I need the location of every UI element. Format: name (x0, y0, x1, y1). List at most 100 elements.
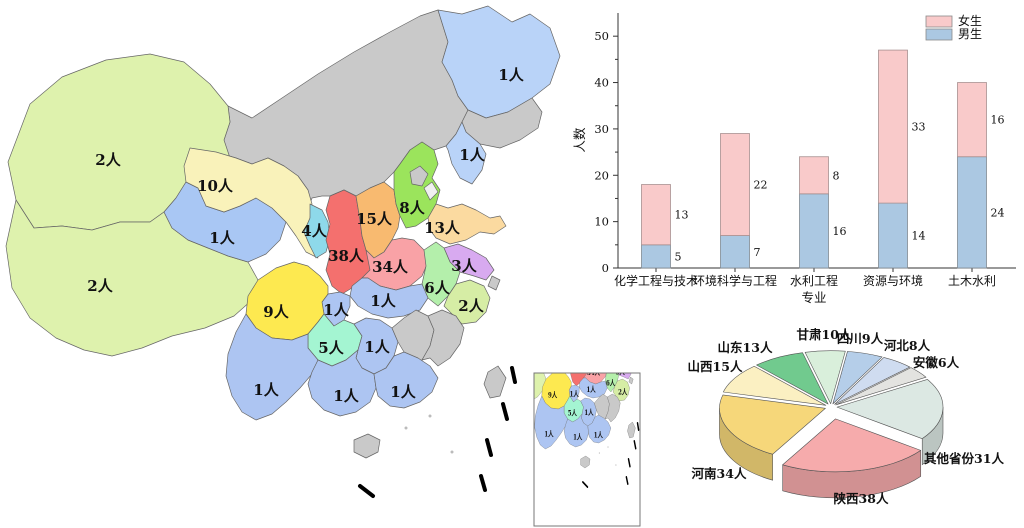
province-liaoning (445, 121, 487, 185)
bar-category-label-4: 土木水利 (948, 274, 996, 288)
bar-ytick-label: 0 (602, 261, 609, 275)
legend-label-男生: 男生 (958, 27, 982, 41)
bar-category-label-0: 化学工程与技术 (614, 273, 698, 288)
bar-value-label-female: 13 (675, 209, 689, 222)
province-guangxi (307, 349, 377, 417)
pie-label-qita: 其他省份31人 (924, 451, 1004, 466)
pie-label-hebei: 河北8人 (884, 338, 931, 353)
legend-label-女生: 女生 (958, 13, 982, 28)
map-count-label-heilongjiang: 1人 (498, 66, 524, 84)
map-count-label-jiangsu: 3人 (451, 257, 477, 275)
province-zhejiang (443, 279, 491, 325)
pie-label-shanxi: 山西15人 (688, 359, 743, 374)
bar-ytick-label: 50 (594, 29, 609, 43)
province-taiwan (483, 365, 507, 399)
bar-male-2 (799, 193, 829, 269)
map-shapes (5, 5, 561, 498)
pie-slice-shanxi (722, 365, 827, 406)
map-count-label-xinjiang: 2人 (95, 151, 121, 169)
map-count-label-zhejiang: 2人 (458, 297, 484, 315)
bar-male-3 (878, 202, 908, 269)
map-count-label-qinghai: 1人 (209, 229, 235, 247)
bar-ytick-label: 20 (594, 168, 609, 182)
bar-female-4 (957, 82, 987, 158)
map-count-label-shaanxi: 38人 (328, 247, 365, 265)
province-beijing (409, 165, 429, 187)
province-tianjin (423, 181, 439, 201)
province-hubei (349, 277, 429, 319)
bar-male-0 (641, 244, 671, 269)
map-count-label-hebei: 8人 (399, 199, 425, 217)
map-count-label-guangxi: 1人 (333, 387, 359, 405)
map-count-label-yunnan: 1人 (253, 381, 279, 399)
pie-slice-shandong (756, 352, 829, 405)
map-count-label-hunan: 1人 (364, 338, 390, 356)
bar-category-label-3: 资源与环境 (863, 273, 923, 288)
pie-label-shandong: 山东13人 (718, 340, 773, 355)
bar-female-1 (720, 133, 750, 236)
pie-slice-henan (719, 394, 826, 455)
bar-value-label-female: 33 (912, 121, 926, 134)
bar-male-1 (720, 235, 750, 269)
bar-value-label-male: 16 (833, 225, 847, 238)
bar-xlabel: 专业 (801, 290, 826, 305)
map-count-label-sichuan: 9人 (263, 303, 289, 321)
small-islands (404, 414, 454, 454)
south-china-sea-inset (533, 372, 641, 527)
province-gansu (183, 147, 319, 259)
bar-ytick-label: 30 (594, 122, 609, 136)
bar-category-label-2: 水利工程 (790, 273, 838, 288)
map-count-label-liaoning: 1人 (459, 146, 485, 164)
bar-female-3 (878, 49, 908, 204)
pie-label-henan: 河南34人 (692, 466, 747, 481)
bar-female-0 (641, 184, 671, 246)
pie-label-anhui: 安徽6人 (913, 355, 960, 370)
pie-slice-qita (836, 379, 944, 439)
map-count-label-xizang: 2人 (87, 277, 113, 295)
map-count-label-anhui: 6人 (424, 279, 450, 297)
bar-value-label-male: 7 (754, 246, 761, 259)
legend-swatch-男生 (925, 28, 953, 41)
province-shanghai (487, 275, 501, 291)
inset-border (533, 372, 641, 527)
pie-label-sichuan: 四川9人 (837, 331, 884, 346)
pie-slice-gansu (804, 350, 846, 405)
province-guangdong (373, 351, 439, 409)
pie-slice-anhui (835, 367, 927, 406)
bar-value-label-male: 24 (991, 206, 1005, 219)
province-fujian (421, 309, 465, 367)
province-hainan (353, 433, 381, 459)
bar-ylabel: 人数 (572, 127, 587, 153)
map-count-label-hubei: 1人 (370, 292, 396, 310)
map-count-label-guizhou: 5人 (318, 339, 344, 357)
pie-label-gansu: 甘肃10人 (797, 327, 852, 342)
map-count-label-shanxi: 15人 (356, 210, 393, 228)
pie-label-shaanxi: 陕西38人 (834, 491, 889, 506)
bar-value-label-female: 8 (833, 169, 840, 182)
pie-slice-hebei (834, 357, 911, 405)
bar-category-label-1: 环境科学与工程 (693, 273, 777, 288)
province-shandong (427, 203, 507, 245)
map-count-label-chongqing: 1人 (323, 301, 349, 319)
bar-ytick-label: 10 (594, 215, 609, 229)
province-yunnan (225, 313, 319, 421)
map-count-label-ningxia: 4人 (301, 222, 327, 240)
bar-female-2 (799, 156, 829, 195)
legend-swatch-女生 (925, 15, 953, 28)
bar-value-label-male: 5 (675, 250, 682, 263)
pie-slice-sichuan (832, 351, 883, 405)
province-ningxia (303, 203, 331, 259)
bar-ytick-label: 40 (594, 76, 609, 90)
map-count-label-gansu: 10人 (197, 177, 234, 195)
bar-chart: 0 10 20 30 40 50 5 13 化学工程与技术 7 22 环境科学与工程 16 8 水利工程 14… (572, 13, 1016, 305)
pie-slice-shaanxi (782, 418, 922, 473)
bar-male-4 (957, 156, 987, 269)
bar-value-label-female: 22 (754, 179, 768, 192)
bar-value-label-female: 16 (991, 114, 1005, 127)
